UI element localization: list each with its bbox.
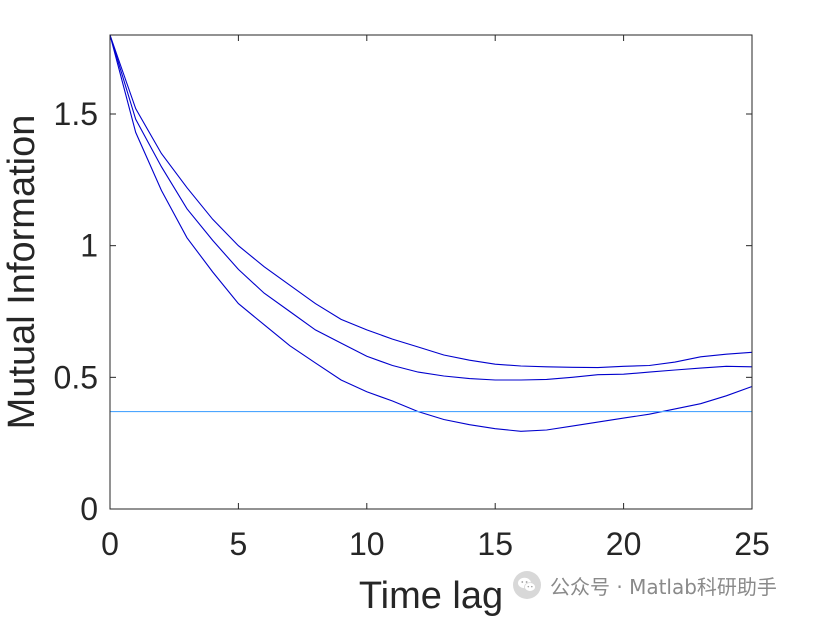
y-tick-label: 0 — [80, 491, 98, 527]
series-line-3 — [109, 34, 753, 432]
y-tick-label: 0.5 — [54, 359, 98, 395]
wechat-icon — [513, 571, 541, 599]
series-line-2 — [109, 34, 753, 381]
series-line-1 — [109, 34, 753, 369]
watermark-text: 公众号 · Matlab科研助手 — [550, 574, 777, 599]
x-tick-label: 10 — [349, 526, 385, 562]
x-tick-label: 0 — [101, 526, 119, 562]
y-axis-label: Mutual Information — [1, 115, 43, 430]
x-tick-label: 20 — [606, 526, 642, 562]
x-tick-label: 25 — [734, 526, 770, 562]
x-axis: 0 5 10 15 20 25 — [101, 35, 770, 562]
plot-area — [109, 34, 753, 432]
x-axis-label: Time lag — [359, 575, 503, 617]
y-axis: 0 0.5 1 1.5 — [54, 96, 752, 527]
axes-box — [109, 34, 753, 510]
y-tick-label: 1 — [80, 228, 98, 264]
y-tick-label: 1.5 — [54, 96, 98, 132]
x-tick-label: 15 — [477, 526, 513, 562]
x-tick-label: 5 — [230, 526, 248, 562]
watermark: 公众号 · Matlab科研助手 — [512, 570, 777, 600]
